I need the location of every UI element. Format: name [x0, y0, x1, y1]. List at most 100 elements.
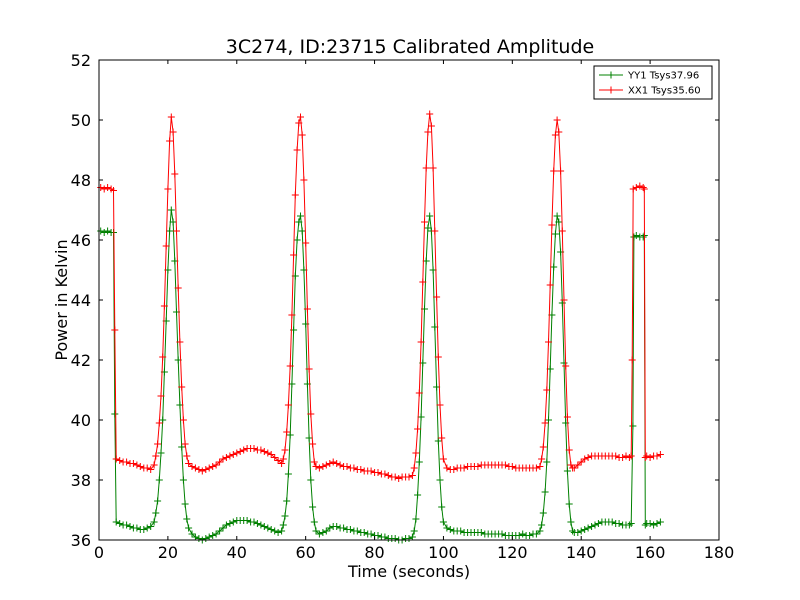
- data-point: [367, 467, 375, 475]
- data-point: [279, 455, 287, 463]
- data-point: [405, 473, 413, 481]
- data-point: [305, 365, 313, 373]
- x-tick-label: 60: [295, 543, 315, 562]
- data-point: [426, 110, 434, 118]
- series-layer: [97, 110, 664, 544]
- data-point: [550, 263, 558, 271]
- data-point: [209, 532, 217, 539]
- data-point: [526, 532, 534, 539]
- data-point: [219, 455, 227, 463]
- data-point: [515, 532, 523, 539]
- data-point: [656, 518, 664, 526]
- data-point: [360, 529, 368, 536]
- data-point: [283, 497, 291, 505]
- data-point: [212, 530, 220, 538]
- data-point: [632, 184, 640, 191]
- data-point: [302, 239, 310, 247]
- y-tick-label: 52: [71, 51, 91, 70]
- data-point: [536, 527, 544, 535]
- data-point: [391, 473, 399, 481]
- data-point: [653, 520, 661, 527]
- data-point: [415, 389, 423, 397]
- data-point: [309, 503, 317, 511]
- data-point: [460, 464, 468, 472]
- data-point: [286, 362, 294, 370]
- data-point: [646, 520, 654, 527]
- data-point: [133, 461, 141, 469]
- data-point: [545, 338, 552, 346]
- data-point: [152, 509, 160, 517]
- data-point: [216, 458, 224, 466]
- data-point: [427, 122, 435, 130]
- data-point: [419, 278, 427, 286]
- x-tick-label: 180: [704, 543, 735, 562]
- data-point: [293, 236, 301, 244]
- data-point: [312, 527, 320, 535]
- data-point: [350, 464, 358, 472]
- data-point: [628, 356, 636, 364]
- data-point: [310, 458, 318, 466]
- data-point: [608, 518, 616, 526]
- data-point: [260, 448, 268, 455]
- y-tick-label: 40: [71, 411, 91, 430]
- data-point: [557, 167, 565, 175]
- data-point: [629, 422, 637, 430]
- legend-marker: [607, 71, 615, 79]
- data-point: [539, 443, 547, 451]
- data-point: [100, 229, 108, 236]
- data-point: [181, 500, 189, 508]
- data-point: [577, 527, 585, 535]
- data-point: [543, 458, 551, 466]
- data-point: [555, 128, 563, 136]
- data-point: [195, 466, 203, 473]
- data-point: [157, 392, 165, 400]
- data-point: [562, 362, 570, 370]
- data-point: [212, 461, 220, 469]
- data-point: [565, 500, 573, 508]
- data-point: [439, 518, 447, 526]
- data-point: [222, 521, 230, 529]
- data-point: [639, 184, 647, 191]
- data-point: [565, 446, 573, 454]
- y-tick-label: 36: [71, 531, 91, 550]
- data-point: [367, 530, 375, 538]
- data-point: [560, 296, 568, 304]
- data-point: [405, 535, 413, 542]
- data-point: [154, 440, 162, 448]
- data-point: [226, 520, 234, 527]
- data-point: [326, 524, 334, 532]
- x-tick-label: 0: [94, 543, 104, 562]
- data-point: [267, 451, 275, 458]
- legend-box: [593, 65, 713, 100]
- data-point: [538, 455, 546, 463]
- data-point: [374, 532, 382, 539]
- data-point: [541, 488, 549, 496]
- data-point: [555, 218, 563, 226]
- data-point: [300, 176, 308, 184]
- data-point: [558, 227, 566, 235]
- data-point: [625, 521, 633, 529]
- data-point: [508, 463, 516, 470]
- data-point: [202, 466, 210, 473]
- data-point: [627, 452, 635, 460]
- data-point: [584, 454, 592, 461]
- data-point: [381, 533, 389, 541]
- data-point: [236, 448, 244, 455]
- data-point: [315, 464, 323, 472]
- data-point: [519, 530, 527, 538]
- data-point: [315, 530, 323, 538]
- data-point: [329, 458, 337, 466]
- data-point: [307, 476, 315, 484]
- data-point: [226, 452, 234, 460]
- data-point: [641, 521, 649, 529]
- x-axis-label: Time (seconds): [347, 562, 470, 581]
- data-point: [297, 113, 304, 121]
- data-point: [174, 284, 182, 292]
- y-tick-label: 42: [71, 351, 91, 370]
- data-point: [410, 464, 418, 472]
- data-point: [446, 526, 454, 533]
- data-point: [417, 338, 425, 346]
- data-point: [169, 128, 177, 136]
- data-point: [336, 461, 344, 469]
- plot-area: [99, 60, 719, 540]
